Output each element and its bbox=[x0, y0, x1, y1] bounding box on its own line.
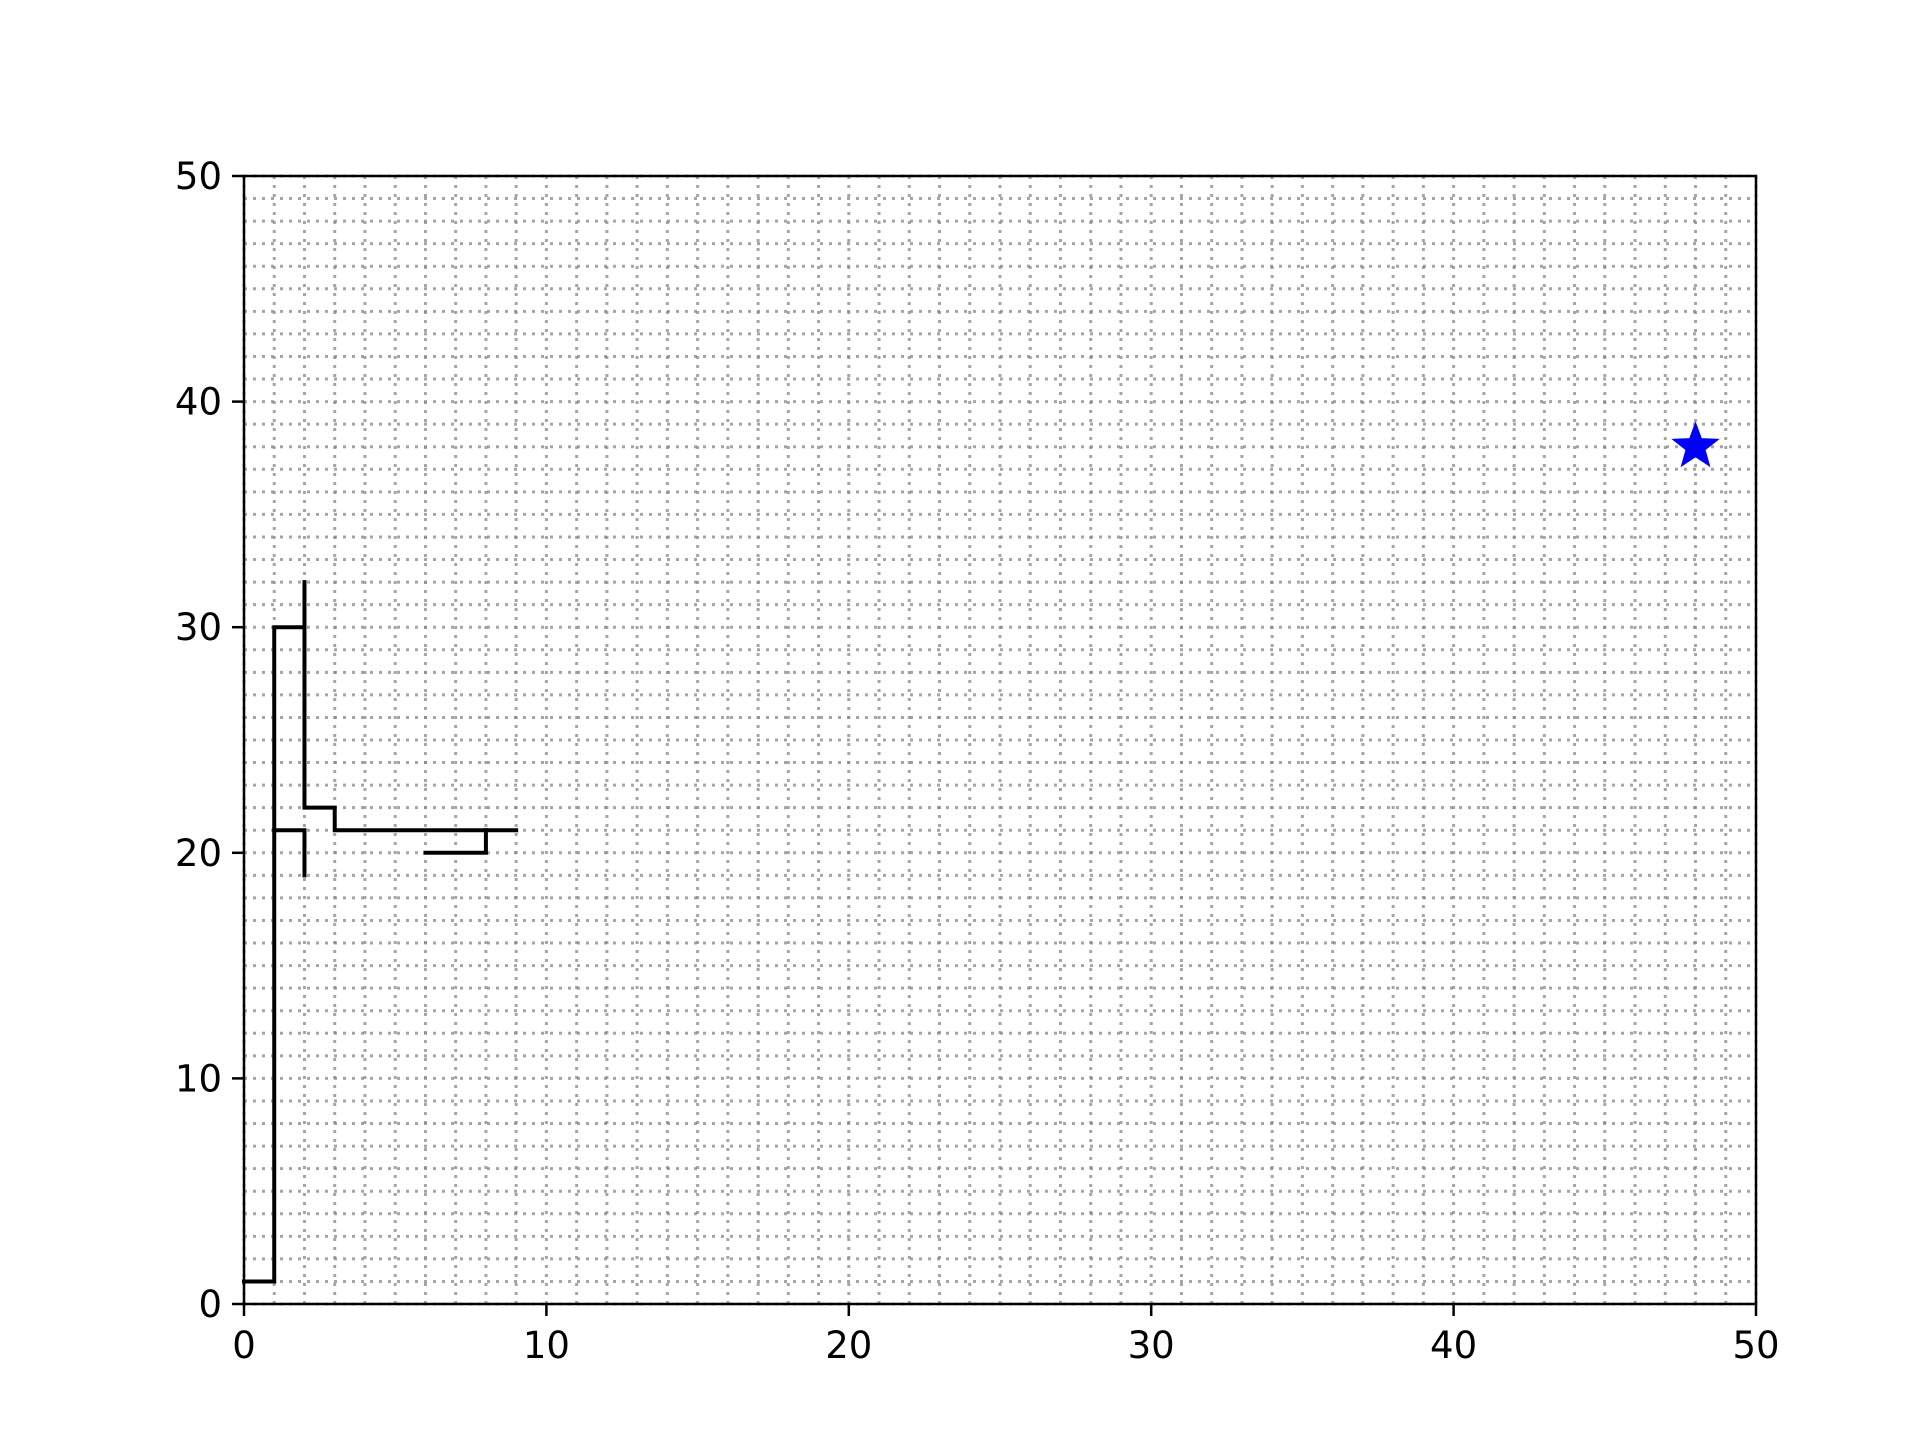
path-segment-3 bbox=[272, 828, 307, 878]
x-tick-label: 0 bbox=[232, 1324, 256, 1367]
x-tick-label: 30 bbox=[1128, 1324, 1175, 1367]
x-tick-label: 50 bbox=[1732, 1324, 1779, 1367]
path-series bbox=[242, 580, 519, 1284]
star-marker bbox=[1671, 421, 1720, 468]
x-axis-ticks: 0 10 20 30 40 50 bbox=[232, 1304, 1780, 1367]
y-tick-label: 0 bbox=[198, 1283, 222, 1326]
y-tick-label: 10 bbox=[175, 1057, 222, 1100]
x-tick-label: 40 bbox=[1430, 1324, 1477, 1367]
x-tick-label: 20 bbox=[825, 1324, 872, 1367]
x-tick-label: 10 bbox=[523, 1324, 570, 1367]
grid bbox=[242, 174, 1758, 1306]
markers bbox=[1671, 421, 1720, 468]
y-tick-label: 40 bbox=[175, 381, 222, 424]
path-segment-1 bbox=[242, 625, 519, 1284]
y-tick-label: 30 bbox=[175, 606, 222, 649]
path-segment-4 bbox=[423, 828, 488, 855]
y-tick-label: 50 bbox=[175, 155, 222, 198]
y-axis-ticks: 0 10 20 30 40 50 bbox=[175, 155, 244, 1326]
y-tick-label: 20 bbox=[175, 832, 222, 875]
plot-frame bbox=[242, 174, 1758, 1306]
